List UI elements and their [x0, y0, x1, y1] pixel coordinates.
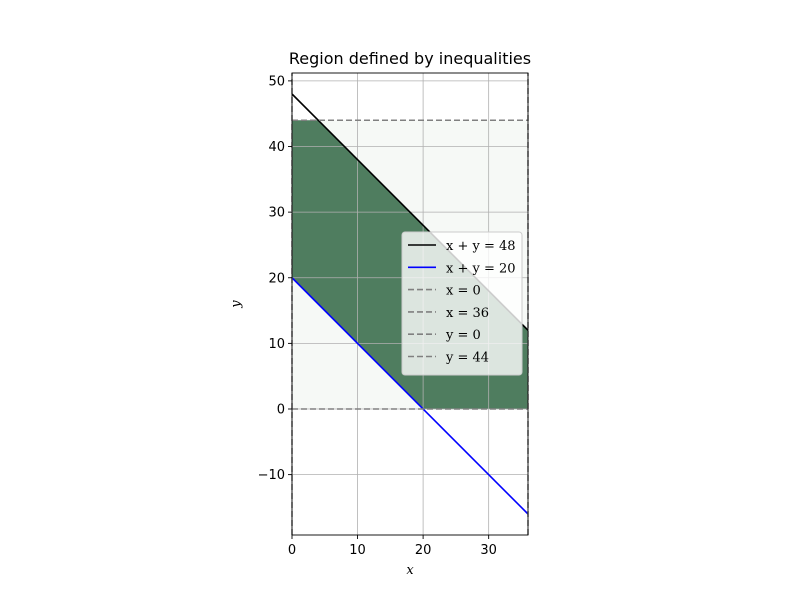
chart-title: Region defined by inequalities	[289, 49, 531, 68]
x-tick-label: 30	[480, 543, 497, 558]
legend-entry: x = 0	[446, 284, 481, 299]
legend: x + y = 48 x + y = 20 x = 0 x = 36 y = 0 y = …	[401, 231, 523, 376]
axes-frame	[291, 72, 529, 536]
y-tick-label: 30	[268, 206, 285, 221]
legend-entry: y = 44	[445, 351, 489, 366]
legend-entry: y = 0	[445, 328, 481, 343]
series-line	[291, 277, 529, 515]
legend-entry: x + y = 20	[446, 261, 516, 276]
y-tick-label: 10	[268, 337, 285, 352]
y-tick-label: 50	[268, 74, 285, 89]
y-tick-label: 20	[268, 271, 285, 286]
x-tick-label: 10	[349, 543, 366, 558]
y-tick-label: 0	[277, 403, 285, 418]
legend-entry: x = 36	[446, 306, 489, 321]
x-tick-label: 0	[288, 543, 296, 558]
y-axis-label: y	[229, 300, 244, 309]
y-tick-label: 40	[268, 140, 285, 155]
y-tick-label: −10	[258, 468, 285, 483]
plot-frame	[291, 72, 529, 536]
x-axis-label: x	[406, 563, 414, 578]
legend-entry: x + y = 48	[446, 239, 516, 254]
x-tick-label: 20	[415, 543, 432, 558]
ticks: 0 10 20 30 −10 0 10 20 30 40 50	[258, 74, 497, 558]
